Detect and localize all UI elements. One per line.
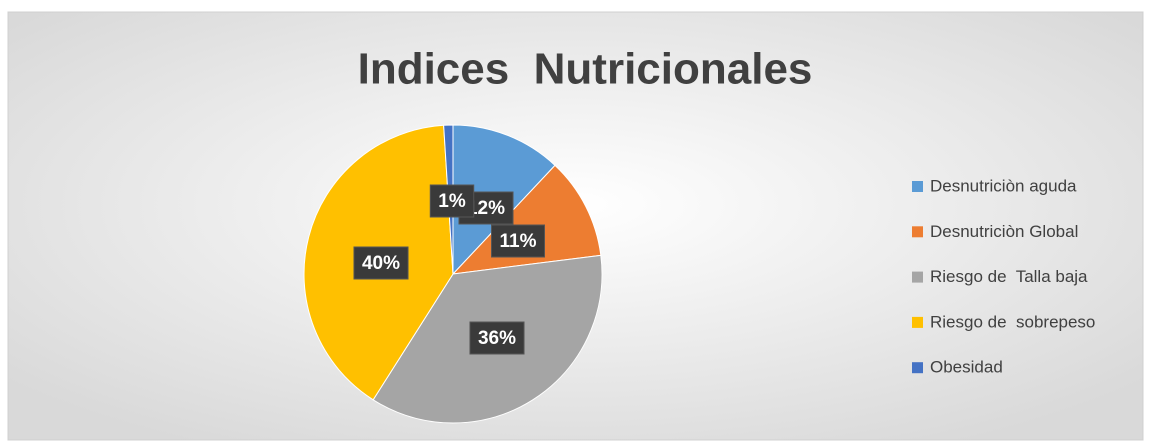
value-label: 12% [467,198,505,219]
value-label: 40% [362,253,400,274]
pie-slice [451,164,602,275]
legend-swatch [912,316,923,328]
legend-swatch [912,271,923,283]
value-label-box [353,246,409,280]
legend-label: Riesgo de Talla baja [930,267,1088,286]
legend-swatch [912,226,923,238]
value-label-box [491,224,545,258]
legend-swatch [912,362,923,374]
chart-title: Indices Nutricionales [358,45,813,94]
value-label: 11% [500,231,537,252]
value-label-box [469,321,525,355]
value-label-box [429,184,475,218]
legend-label: Riesgo de sobrepeso [930,312,1095,331]
value-label: 1% [438,191,466,212]
value-label: 36% [478,328,516,349]
legend-label: Desnutriciòn aguda [930,176,1077,195]
legend-label: Obesidad [930,358,1003,377]
legend-swatch [912,181,923,192]
legend-label: Desnutriciòn Global [930,222,1078,241]
